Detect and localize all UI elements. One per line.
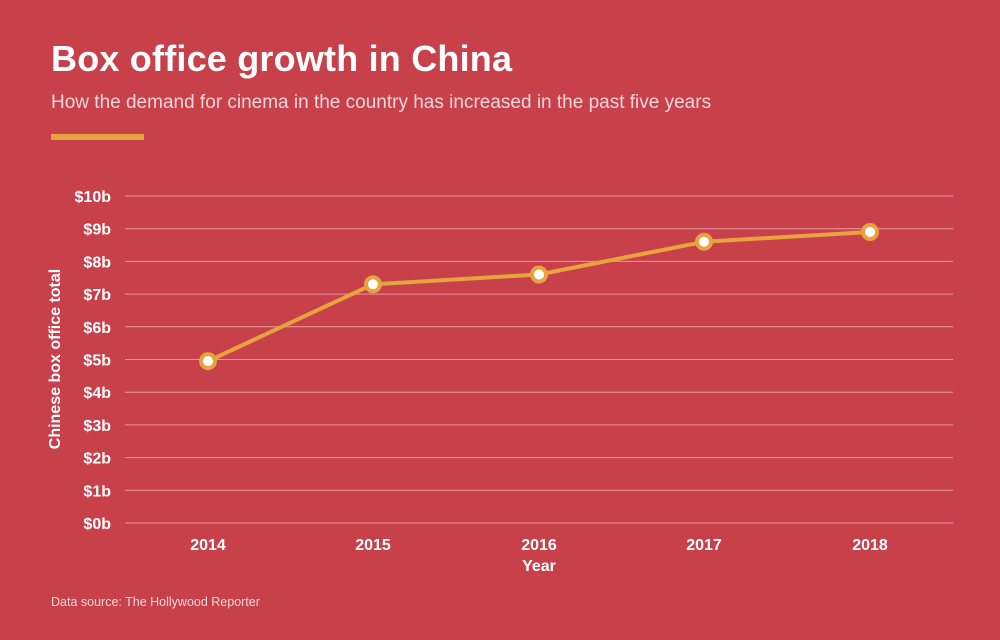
y-axis-title: Chinese box office total [47, 269, 64, 449]
y-axis-ticks: $0b $1b $2b $3b $4b $5b $6b $7b $8b $9b $10b [75, 189, 112, 533]
x-tick-label: 2018 [852, 537, 888, 554]
series-line [207, 229, 871, 363]
data-point [364, 275, 382, 294]
gridlines [125, 195, 953, 524]
y-tick-label: $7b [83, 287, 111, 304]
data-point [861, 222, 879, 241]
y-tick-label: $8b [83, 254, 111, 271]
data-point [695, 232, 713, 251]
y-tick-label: $2b [83, 451, 111, 468]
title-accent-bar [51, 134, 144, 140]
y-tick-label: $9b [83, 222, 111, 239]
x-tick-label: 2014 [190, 537, 226, 554]
data-points [199, 222, 879, 371]
x-axis-title: Year [522, 558, 556, 575]
data-point [530, 265, 548, 284]
y-tick-label: $1b [83, 483, 111, 500]
data-source-note: Data source: The Hollywood Reporter [51, 595, 260, 609]
x-tick-label: 2017 [686, 537, 722, 554]
chart-title: Box office growth in China [51, 38, 513, 79]
chart-subtitle: How the demand for cinema in the country… [51, 92, 712, 113]
series-line-layer [207, 229, 871, 363]
x-tick-label: 2015 [355, 537, 391, 554]
y-tick-label: $10b [75, 189, 112, 206]
x-tick-label: 2016 [521, 537, 557, 554]
y-tick-label: $3b [83, 418, 111, 435]
y-tick-label: $5b [83, 353, 111, 370]
data-point [199, 352, 217, 371]
x-axis-ticks: 2014 2015 2016 2017 2018 [190, 537, 888, 554]
y-tick-label: $4b [83, 385, 111, 402]
y-tick-label: $6b [83, 320, 111, 337]
y-tick-label: $0b [83, 516, 111, 533]
